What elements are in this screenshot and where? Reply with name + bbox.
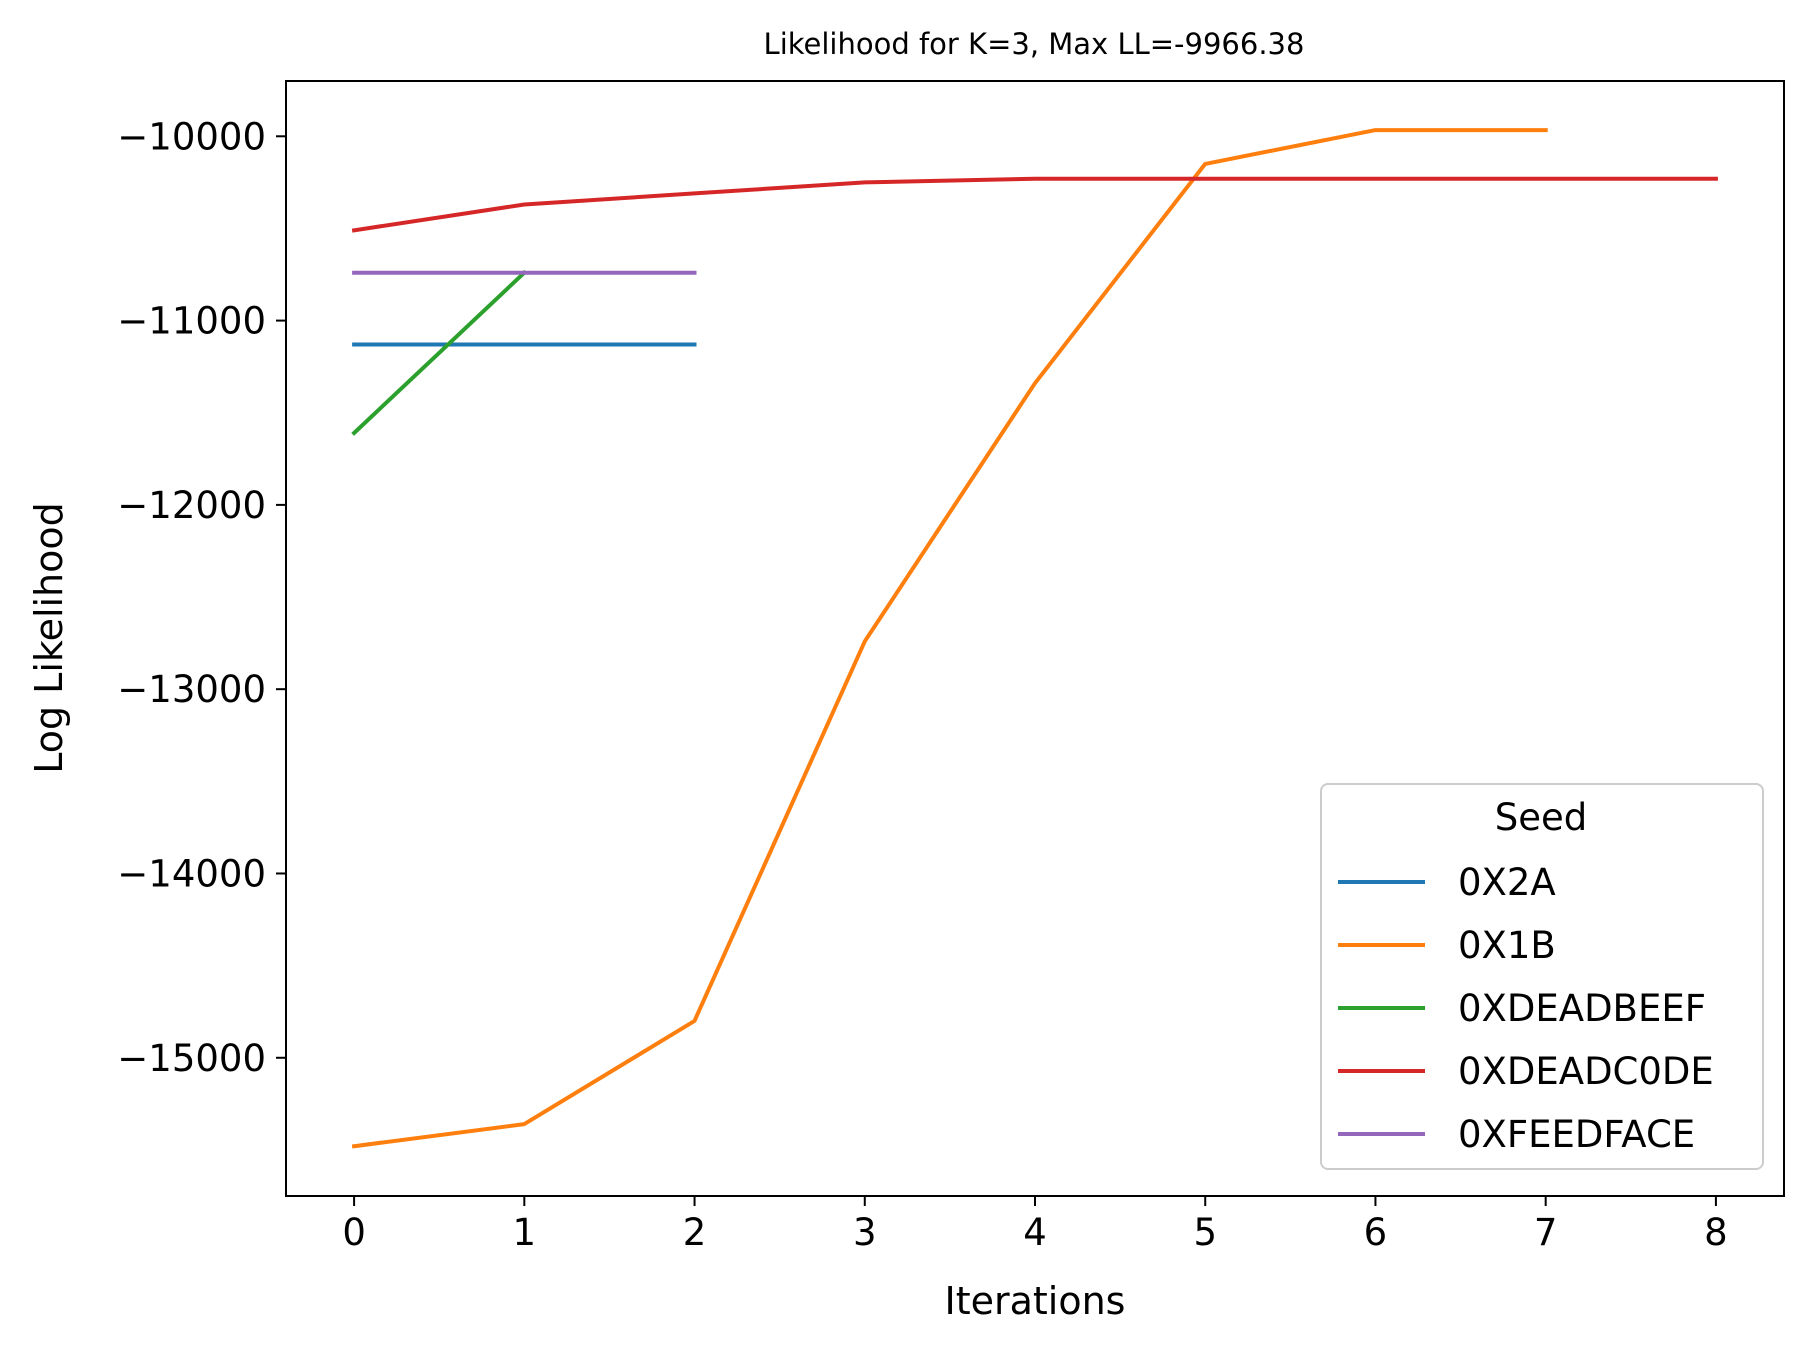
series-line-2 [351,269,528,436]
y-axis-ticks: −10000 −11000 −12000 −13000 −14000 −15000 [117,115,286,1080]
y-tick-label: −15000 [117,1037,266,1080]
series-line-3 [351,176,1718,233]
y-tick-label: −13000 [117,668,266,711]
series-line-1 [351,128,1548,1149]
x-tick-label: 6 [1364,1211,1388,1254]
x-axis-ticks: 0 1 2 3 4 5 6 7 8 [342,1196,1728,1254]
y-tick-label: −14000 [117,852,266,895]
x-axis-label: Iterations [945,1279,1126,1323]
legend-label: 0XDEADBEEF [1458,987,1706,1030]
x-tick-label: 4 [1023,1211,1047,1254]
chart-title: Likelihood for K=3, Max LL=-9966.38 [764,27,1305,61]
x-tick-label: 5 [1193,1211,1217,1254]
y-axis-label: Log Likelihood [27,502,71,774]
y-tick-label: −10000 [117,115,266,158]
series-layer [351,128,1718,1149]
legend-frame [1320,783,1764,1170]
legend-title: Seed [1495,796,1588,839]
x-tick-label: 7 [1534,1211,1558,1254]
legend-label: 0X1B [1458,924,1556,967]
legend-items: 0X2A 0X1B 0XDEADBEEF 0XDEADC0DE 0XFEEDFACE [1338,861,1714,1156]
x-tick-label: 2 [683,1211,707,1254]
legend: Seed 0X2A 0X1B 0XDEADBEEF 0XDEADC0DE 0XFEEDF… [1320,783,1764,1170]
x-tick-label: 0 [342,1211,366,1254]
x-tick-label: 8 [1704,1211,1728,1254]
legend-label: 0XDEADC0DE [1458,1050,1714,1093]
legend-label: 0XFEEDFACE [1458,1113,1695,1156]
x-tick-label: 3 [853,1211,877,1254]
legend-label: 0X2A [1458,861,1556,904]
y-tick-label: −11000 [117,300,266,343]
y-tick-label: −12000 [117,484,266,527]
x-tick-label: 1 [513,1211,537,1254]
